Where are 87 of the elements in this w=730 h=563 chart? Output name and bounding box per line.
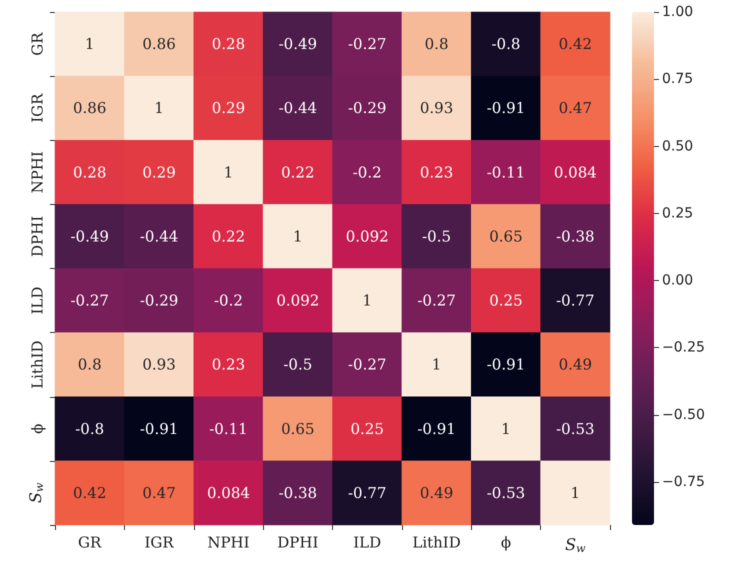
data-label: 0.28 xyxy=(212,35,246,54)
data-label: 0.86 xyxy=(72,99,106,118)
y-tick-label: Sw xyxy=(26,482,46,504)
data-label: 0.42 xyxy=(72,484,106,502)
data-label: 0.42 xyxy=(558,35,592,54)
color-bar-label: 1.00 xyxy=(662,4,694,20)
data-label: -0.5 xyxy=(422,227,452,246)
data-label: -0.27 xyxy=(417,292,456,310)
data-label: 0.29 xyxy=(212,99,246,118)
data-label: 0.092 xyxy=(276,292,320,310)
data-label: -0.2 xyxy=(214,292,243,310)
data-label: 1 xyxy=(570,484,580,502)
data-label: 0.47 xyxy=(142,484,176,502)
data-label: 0.49 xyxy=(558,356,592,374)
color-bar-label: −0.25 xyxy=(662,340,705,356)
y-tick-label: ϕ xyxy=(28,424,46,434)
data-label: 0.23 xyxy=(420,163,454,182)
data-label: -0.38 xyxy=(556,227,595,246)
data-label: -0.5 xyxy=(283,356,312,374)
x-tick-label: ϕ xyxy=(500,534,512,552)
color-bar-label: 0.75 xyxy=(662,71,694,88)
data-label: 1 xyxy=(432,356,442,374)
data-label: 0.93 xyxy=(420,99,454,118)
data-label: -0.27 xyxy=(70,292,109,310)
x-tick-label: ILD xyxy=(353,534,382,552)
x-tick-label: IGR xyxy=(144,534,174,552)
data-label: -0.44 xyxy=(140,227,178,246)
data-label: 1 xyxy=(224,163,234,182)
data-label: 0.23 xyxy=(212,356,246,374)
x-tick-label: NPHI xyxy=(207,534,250,552)
data-label: 1 xyxy=(362,292,372,310)
data-label: 0.084 xyxy=(554,163,597,182)
x-tick-label: GR xyxy=(78,534,102,552)
color-bar-label: 0.50 xyxy=(662,138,694,154)
data-label: 1 xyxy=(293,227,303,246)
y-tick-label: LithID xyxy=(28,340,46,389)
data-label: 0.25 xyxy=(350,420,384,438)
data-label: -0.29 xyxy=(140,292,178,310)
data-label: 1 xyxy=(84,35,94,54)
data-label: 0.084 xyxy=(206,484,250,502)
y-tick-label: IGR xyxy=(28,92,46,123)
data-label: 0.28 xyxy=(72,163,106,182)
data-label: -0.77 xyxy=(556,292,595,310)
data-label: -0.91 xyxy=(486,99,526,118)
data-label: 0.29 xyxy=(142,163,176,182)
color-bar-label: 0.00 xyxy=(662,272,694,289)
data-label: -0.91 xyxy=(140,420,178,438)
color-bar-label: 0.25 xyxy=(662,205,694,222)
data-label: 0.25 xyxy=(489,292,523,310)
data-label: 0.22 xyxy=(212,227,246,246)
color-bar-label: −0.75 xyxy=(662,474,705,490)
data-label: -0.44 xyxy=(278,99,318,118)
data-label: 0.86 xyxy=(142,35,176,54)
data-label: -0.27 xyxy=(348,35,386,54)
data-label: -0.77 xyxy=(348,484,386,502)
data-label: -0.53 xyxy=(556,420,595,438)
x-tick-label: LithID xyxy=(412,534,461,552)
data-label: -0.91 xyxy=(417,420,456,438)
data-label: -0.11 xyxy=(486,163,526,182)
data-label: 1 xyxy=(154,99,164,118)
data-label: 0.8 xyxy=(424,35,448,54)
y-tick-label: GR xyxy=(28,32,46,56)
data-label: -0.11 xyxy=(209,420,248,438)
data-label: -0.53 xyxy=(486,484,526,502)
data-label: -0.38 xyxy=(278,484,318,502)
data-label: 0.65 xyxy=(281,420,315,438)
y-tick-label: NPHI xyxy=(28,151,46,194)
data-label: -0.49 xyxy=(70,227,109,246)
data-label: 0.65 xyxy=(489,227,523,246)
data-label: 0.49 xyxy=(420,484,454,502)
data-label: -0.49 xyxy=(278,35,318,54)
data-label: 0.22 xyxy=(281,163,315,182)
y-tick-label: ILD xyxy=(28,286,46,315)
data-label: -0.29 xyxy=(348,99,386,118)
data-label: 0.93 xyxy=(142,356,176,374)
data-label: -0.8 xyxy=(75,420,104,438)
data-label: 0.092 xyxy=(346,227,389,246)
data-label: 0.47 xyxy=(558,99,592,118)
x-tick-label: DPHI xyxy=(277,534,318,552)
data-label: -0.2 xyxy=(352,163,382,182)
data-label: -0.27 xyxy=(348,356,386,374)
data-label: -0.91 xyxy=(486,356,526,374)
data-label: -0.8 xyxy=(491,35,520,54)
data-label: 0.8 xyxy=(78,356,102,374)
data-label: 1 xyxy=(501,420,511,438)
y-tick-label: DPHI xyxy=(28,216,46,258)
color-bar-label: −0.50 xyxy=(662,406,705,423)
